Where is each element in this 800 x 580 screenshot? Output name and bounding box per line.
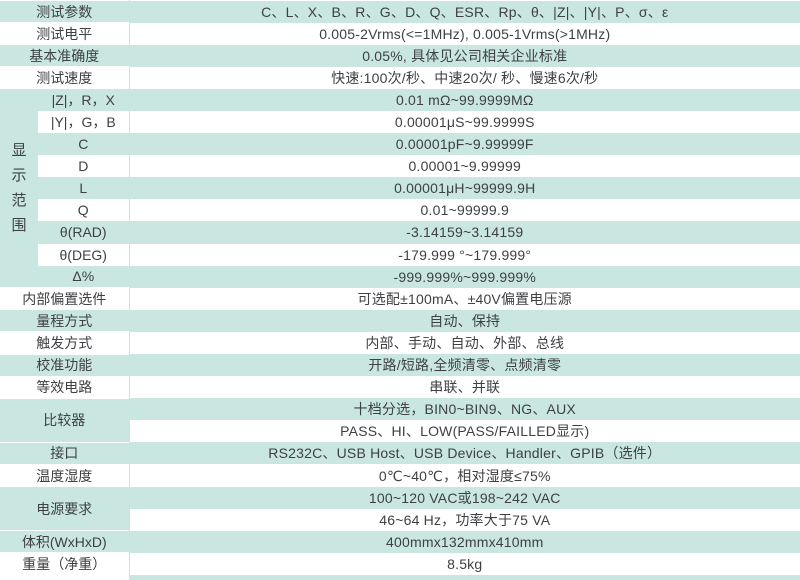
table-row: 校准功能 开路/短路,全频清零、点频清零	[0, 353, 800, 377]
spec-row-label: 比较器	[0, 397, 130, 443]
spec-row-sublabel: L	[38, 177, 130, 200]
spec-row-value: 串联、并联	[129, 376, 800, 399]
spec-row-sublabel: θ(DEG)	[38, 243, 130, 266]
spec-row-value: 0.01 mΩ~99.9999MΩ	[129, 88, 800, 111]
table-row: 体积(WxHxD) 400mmx132mmx410mm	[0, 530, 800, 553]
table-row: 触发方式 内部、手动、自动、外部、总线	[0, 331, 800, 354]
spec-row-value: -999.999%~999.999%	[129, 265, 800, 288]
spec-row-value: 46~64 Hz，功率大于75 VA	[129, 508, 800, 531]
spec-row-label: 触发方式	[0, 331, 130, 354]
spec-row-value: 0.05%, 具体见公司相关企业标准	[129, 44, 800, 67]
table-row: 测试电平 0.005-2Vrms(<=1MHz), 0.005-1Vrms(>1…	[0, 22, 800, 45]
spec-row-value: 0.00001μH~99999.9H	[129, 177, 800, 200]
spec-row-label: 重量（净重）	[0, 552, 130, 575]
table-row: D 0.00001~9.99999	[0, 155, 800, 178]
table-row: L 0.00001μH~99999.9H	[0, 177, 800, 200]
spec-row-value: 十档分选，BIN0~BIN9、NG、AUX	[129, 398, 800, 421]
spec-row-label	[0, 574, 129, 580]
display-range-group-label: 显示范围	[11, 142, 27, 235]
table-row: 接口 RS232C、USB Host、USB Device、Handler、GP…	[0, 441, 800, 465]
table-row: θ(DEG) -179.999 °~179.999°	[0, 243, 800, 266]
table-row: 基本准确度 0.05%, 具体见公司相关企业标准	[0, 44, 800, 67]
table-row: C 0.00001pF~9.99999F	[0, 133, 800, 156]
table-row: 电源要求 100~120 VAC或198~242 VAC	[0, 486, 800, 531]
spec-row-value: 0.00001pF~9.99999F	[129, 133, 800, 156]
spec-row-value: 0℃~40℃，相对湿度≤75%	[129, 464, 800, 487]
table-row: 内部偏置选件 可选配±100mA、±40V偏置电压源	[0, 287, 800, 310]
spec-row-value: -179.999 °~179.999°	[129, 243, 800, 266]
spec-row-label: 基本准确度	[0, 44, 130, 67]
table-row: Δ% -999.999%~999.999%	[0, 265, 800, 288]
spec-row-value: 100~120 VAC或198~242 VAC	[129, 486, 800, 509]
spec-row-value: 0.00001~9.99999	[129, 155, 800, 178]
spec-row-label: 量程方式	[0, 309, 130, 332]
spec-row-value	[129, 574, 800, 580]
table-row: 测试参数 C、L、X、B、R、G、D、Q、ESR、Rp、θ、|Z|、|Y|、P、…	[0, 0, 800, 23]
table-row: 比较器 十档分选，BIN0~BIN9、NG、AUX	[0, 397, 800, 443]
display-range-group-cell: 显示范围	[0, 88, 38, 288]
spec-row-sublabel: |Y|，G，B	[38, 110, 130, 134]
spec-row-value: 内部、手动、自动、外部、总线	[129, 331, 800, 354]
spec-row-value: C、L、X、B、R、G、D、Q、ESR、Rp、θ、|Z|、|Y|、P、σ、ε	[129, 0, 800, 23]
spec-row-value: 400mmx132mmx410mm	[129, 530, 800, 553]
table-row: θ(RAD) -3.14159~3.14159	[0, 221, 800, 244]
spec-row-label: 校准功能	[0, 353, 130, 377]
spec-row-sublabel: Q	[38, 199, 130, 222]
table-row: 测试速度 快速:100次/秒、中速20次/ 秒、慢速6次/秒	[0, 66, 800, 89]
spec-row-label: 测试速度	[0, 66, 130, 89]
table-row: 温度湿度 0℃~40℃，相对湿度≤75%	[0, 463, 800, 487]
spec-row-label: 内部偏置选件	[0, 287, 130, 310]
spec-row-value: 开路/短路,全频清零、点频清零	[129, 354, 800, 377]
spec-row-value: 0.005-2Vrms(<=1MHz), 0.005-1Vrms(>1MHz)	[129, 22, 800, 45]
table-row-partial	[0, 574, 800, 580]
spec-row-label: 等效电路	[0, 375, 130, 399]
spec-row-label: 测试电平	[0, 22, 130, 45]
table-row: 显示范围 |Z|，R，X 0.01 mΩ~99.9999MΩ	[0, 88, 800, 288]
spec-row-label: 测试参数	[0, 0, 130, 23]
table-row: 46~64 Hz，功率大于75 VA	[0, 508, 800, 531]
spec-row-sublabel: |Z|，R，X	[38, 88, 130, 111]
spec-row-value: 0.01~99999.9	[129, 199, 800, 222]
spec-row-label: 体积(WxHxD)	[0, 530, 130, 553]
spec-row-label: 接口	[0, 441, 130, 465]
spec-row-sublabel: C	[38, 133, 130, 156]
table-row: 重量（净重） 8.5kg	[0, 552, 800, 575]
spec-row-value: 0.00001μS~99.9999S	[129, 110, 800, 134]
spec-row-sublabel: Δ%	[38, 265, 130, 288]
table-row: 等效电路 串联、并联	[0, 375, 800, 399]
spec-row-value: 自动、保持	[129, 309, 800, 332]
spec-row-label: 电源要求	[0, 486, 130, 531]
table-row: 量程方式 自动、保持	[0, 309, 800, 332]
spec-row-value: 快速:100次/秒、中速20次/ 秒、慢速6次/秒	[129, 66, 800, 89]
spec-row-value: RS232C、USB Host、USB Device、Handler、GPIB（…	[129, 442, 800, 465]
spec-row-sublabel: θ(RAD)	[38, 221, 130, 244]
spec-row-label: 温度湿度	[0, 463, 130, 487]
spec-row-value: -3.14159~3.14159	[129, 221, 800, 244]
spec-row-value: 8.5kg	[129, 552, 800, 575]
table-row: Q 0.01~99999.9	[0, 199, 800, 222]
spec-row-value: 可选配±100mA、±40V偏置电压源	[129, 287, 800, 310]
table-row: |Y|，G，B 0.00001μS~99.9999S	[0, 110, 800, 134]
spec-row-value: PASS、HI、LOW(PASS/FAILLED显示)	[129, 420, 800, 443]
table-row: PASS、HI、LOW(PASS/FAILLED显示)	[0, 420, 800, 443]
spec-row-sublabel: D	[38, 155, 130, 178]
